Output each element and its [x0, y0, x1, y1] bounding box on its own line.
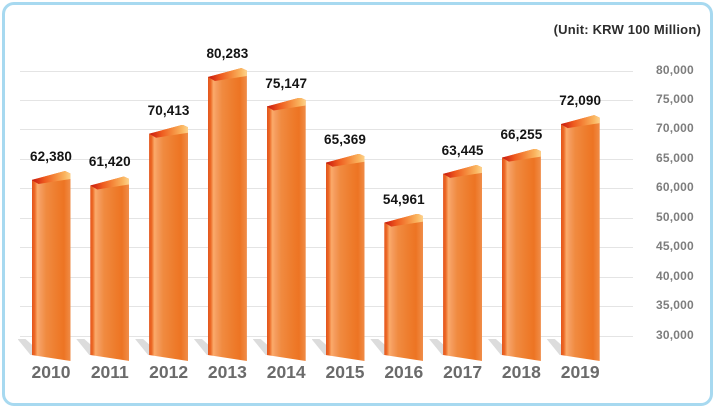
bar-2016: [384, 213, 424, 361]
x-axis-year-label: 2010: [31, 362, 71, 382]
unit-label: (Unit: KRW 100 Million): [553, 22, 701, 37]
x-axis-year-label: 2015: [325, 362, 365, 382]
bar-2013: [207, 68, 247, 361]
bar-2019: [560, 115, 600, 361]
bar-2011: [90, 176, 130, 361]
y-axis-tick-label: 40,000: [656, 268, 694, 283]
bar-value-label: 54,961: [382, 191, 425, 207]
bar-value-label: 61,420: [88, 154, 131, 170]
bar-value-label: 65,369: [324, 131, 366, 147]
bar-value-label: 70,413: [147, 102, 190, 118]
x-axis-year-label: 2017: [443, 362, 483, 382]
bar-value-label: 72,090: [559, 93, 602, 109]
gridline: [20, 99, 633, 101]
bar-2014: [266, 97, 306, 361]
bar-body: [443, 165, 482, 361]
bar-2012: [149, 124, 189, 361]
gridline: [20, 158, 633, 160]
y-axis-tick-label: 80,000: [656, 62, 694, 77]
bar-body: [32, 171, 71, 361]
gridline: [20, 70, 633, 72]
bar-2015: [325, 153, 365, 361]
bar-value-label: 75,147: [265, 75, 308, 91]
y-axis-tick-label: 50,000: [656, 209, 694, 224]
bar-body: [326, 154, 365, 361]
bar-body: [149, 125, 188, 361]
y-axis-tick-label: 65,000: [656, 150, 694, 165]
bar-body: [90, 176, 129, 361]
bar-body: [208, 68, 247, 361]
x-axis-year-label: 2019: [560, 362, 600, 382]
bar-2017: [443, 164, 483, 361]
gridline: [20, 129, 633, 131]
x-axis-year-label: 2011: [90, 362, 129, 382]
y-axis-tick-label: 70,000: [656, 121, 694, 136]
bar-value-label: 62,380: [30, 148, 72, 164]
bar-2018: [501, 148, 541, 361]
bar-value-label: 80,283: [206, 46, 249, 61]
y-axis-tick-label: 60,000: [656, 180, 694, 195]
y-axis-tick-label: 75,000: [656, 91, 694, 106]
bar-body: [502, 149, 541, 361]
bar-body: [267, 98, 306, 361]
bar-value-label: 63,445: [441, 142, 484, 158]
x-axis-year-label: 2018: [501, 362, 541, 382]
y-axis-tick-label: 30,000: [656, 327, 694, 342]
y-axis-tick-label: 45,000: [656, 239, 694, 254]
bar-body: [561, 115, 600, 361]
x-axis-year-label: 2013: [207, 362, 247, 382]
x-axis-year-label: 2012: [149, 362, 189, 382]
x-axis-year-label: 2014: [266, 362, 306, 382]
bar-value-label: 66,255: [500, 126, 543, 142]
bar-2010: [31, 170, 71, 361]
x-axis-year-label: 2016: [384, 362, 424, 382]
bar-body: [384, 214, 423, 361]
y-axis-tick-label: 35,000: [656, 298, 694, 313]
